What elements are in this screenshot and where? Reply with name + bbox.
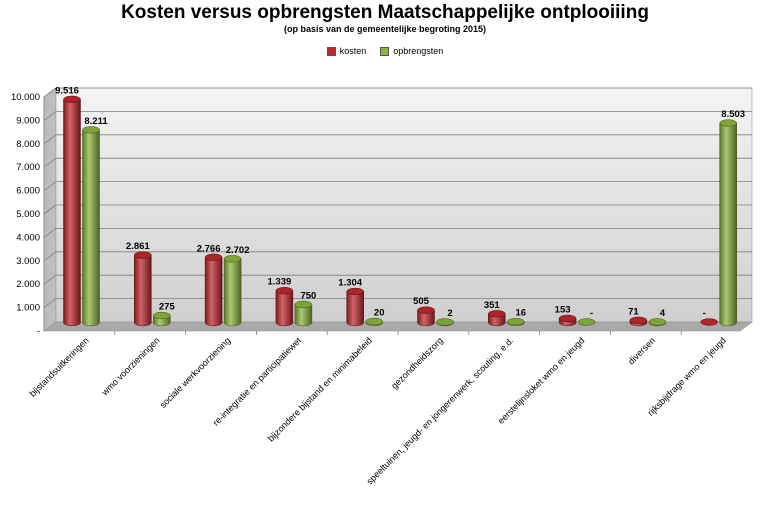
y-tick-label: 3.000 <box>16 256 40 267</box>
data-label-kosten: - <box>703 308 706 319</box>
y-tick-label: 5.000 <box>16 209 40 220</box>
bar-kosten <box>204 257 223 327</box>
data-label-opbrengsten: 4 <box>660 308 666 319</box>
legend-item-kosten: kosten <box>326 46 367 56</box>
bar-top-opbrengsten <box>648 318 667 326</box>
y-tick-label: 2.000 <box>16 279 40 290</box>
y-tick-label: 1.000 <box>16 303 40 314</box>
bar-top-opbrengsten <box>577 318 596 326</box>
data-label-opbrengsten: 275 <box>159 302 176 313</box>
bar-top-kosten <box>204 253 223 261</box>
chart-subtitle: (op basis van de gemeentelijke begroting… <box>283 24 487 34</box>
data-label-opbrengsten: 16 <box>516 308 527 319</box>
y-tick-label: 7.000 <box>16 162 40 173</box>
bar-top-opbrengsten <box>365 317 383 326</box>
y-tick-label: 6.000 <box>16 186 40 197</box>
x-tick-label: bijstandsuitkeringen <box>27 335 90 398</box>
gridline-side <box>43 204 57 215</box>
gridline-side <box>43 87 57 98</box>
bar-opbrengsten <box>294 304 313 327</box>
data-label-opbrengsten: 8.503 <box>721 109 745 120</box>
bar-kosten <box>346 291 364 327</box>
x-tick-label: sociale werkvoorziening <box>158 335 233 410</box>
x-tick-label: wmo voorzieningen <box>99 335 162 398</box>
bar-opbrengsten <box>223 258 242 327</box>
chart-title: Kosten versus opbrengsten Maatschappelij… <box>121 2 649 23</box>
legend-label-opbrengsten: opbrengsten <box>393 46 444 56</box>
gridline-side <box>43 228 57 238</box>
data-label-kosten: 351 <box>484 300 501 311</box>
bar-top-opbrengsten <box>153 311 171 320</box>
data-label-opbrengsten: 20 <box>374 308 385 319</box>
y-tick-label: 9.000 <box>16 115 40 126</box>
bar-top-kosten <box>134 251 152 259</box>
data-label-opbrengsten: 2.702 <box>226 245 250 256</box>
gridline-side <box>43 111 57 121</box>
bar-top-opbrengsten <box>719 119 737 127</box>
data-label-opbrengsten: - <box>590 308 593 319</box>
y-tick-label: 8.000 <box>16 139 40 150</box>
gridline-side <box>43 251 57 262</box>
gridline-side <box>43 134 57 145</box>
y-tick-label: 10.000 <box>11 92 40 103</box>
bar-opbrengsten <box>82 129 100 327</box>
bar-top-opbrengsten <box>436 318 454 326</box>
data-label-kosten: 153 <box>555 304 571 315</box>
data-label-opbrengsten: 8.211 <box>84 116 108 127</box>
legend: kosten opbrengsten <box>0 46 770 56</box>
bar-top-kosten <box>346 287 364 296</box>
bar-top-opbrengsten <box>223 255 242 263</box>
x-tick-label: diversen <box>626 335 657 366</box>
bar-top-opbrengsten <box>82 126 100 134</box>
bar-opbrengsten <box>719 122 737 327</box>
bar-kosten <box>63 99 81 327</box>
x-tick-label: speeltuinen, jeugd- en jongerenwerk, sco… <box>365 335 516 486</box>
data-label-opbrengsten: 750 <box>300 290 316 301</box>
data-label-kosten: 71 <box>628 306 639 317</box>
data-label-kosten: 1.304 <box>338 277 362 288</box>
bar-kosten <box>275 290 294 327</box>
bar-top-opbrengsten <box>294 300 313 309</box>
y-tick-label: 4.000 <box>16 232 40 243</box>
bar-top-kosten <box>488 310 506 318</box>
data-label-kosten: 2.766 <box>197 243 221 254</box>
gridline-side <box>43 274 57 285</box>
data-label-kosten: 1.339 <box>268 277 292 288</box>
legend-swatch-opbrengsten <box>380 46 390 56</box>
gridline-side <box>43 157 57 168</box>
data-label-opbrengsten: 2 <box>447 308 452 319</box>
bar-top-kosten <box>558 314 577 323</box>
x-tick-label: rijksbijdrage wmo en jeugd <box>646 335 728 417</box>
data-label-kosten: 9.516 <box>55 85 79 96</box>
x-tick-label: eerstelijnsloket wmo en jeugd <box>496 335 587 426</box>
gridline-side <box>43 181 57 191</box>
y-tick-label: - <box>37 326 40 337</box>
legend-swatch-kosten <box>326 46 336 56</box>
bar-kosten <box>417 309 435 327</box>
data-label-kosten: 505 <box>413 296 430 307</box>
bar-kosten <box>134 254 152 327</box>
bar-top-opbrengsten <box>507 317 525 326</box>
bar-top-kosten <box>700 318 718 326</box>
data-label-kosten: 2.861 <box>126 241 150 252</box>
legend-item-opbrengsten: opbrengsten <box>380 46 443 56</box>
bar-top-kosten <box>417 306 435 314</box>
bar-top-kosten <box>275 287 294 295</box>
gridline-side <box>43 298 57 308</box>
legend-label-kosten: kosten <box>339 46 367 56</box>
bar-top-kosten <box>629 316 648 324</box>
bar-top-kosten <box>63 95 81 103</box>
x-tick-label: gezondheidszorg <box>389 335 445 391</box>
